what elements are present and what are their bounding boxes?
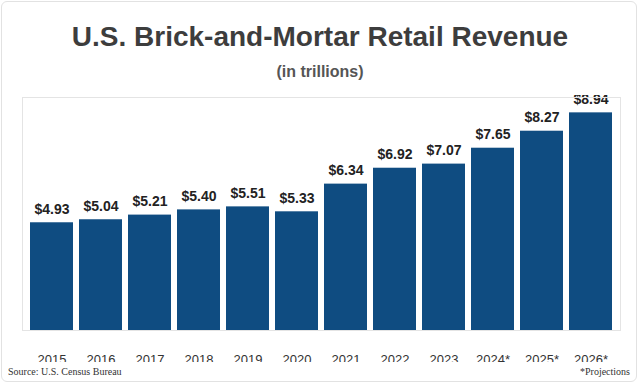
html-text:Source: U.S. Census Bureau: Source: U.S. Census Bureau [8,366,122,377]
svg-text:$6.34: $6.34 [328,162,363,178]
html-text:(in trillions): (in trillions) [276,63,364,80]
svg-text:2021: 2021 [332,352,361,362]
svg-text:2024*: 2024* [476,352,510,362]
svg-text:$7.07: $7.07 [426,142,461,158]
svg-text:2020: 2020 [283,352,312,362]
svg-text:2022: 2022 [381,352,410,362]
svg-text:$5.04: $5.04 [83,198,118,214]
html-text:U.S. Brick-and-Mortar Retail R: U.S. Brick-and-Mortar Retail Revenue [71,21,569,52]
svg-text:2019: 2019 [234,352,263,362]
svg-text:2016: 2016 [87,352,116,362]
svg-text:$5.40: $5.40 [181,188,216,204]
svg-text:$8.94: $8.94 [573,95,608,107]
svg-text:2023: 2023 [430,352,459,362]
svg-text:2026*: 2026* [574,352,608,362]
svg-text:$8.27: $8.27 [524,109,559,125]
svg-text:2015: 2015 [38,352,67,362]
svg-text:$5.21: $5.21 [132,193,167,209]
svg-text:$5.33: $5.33 [279,190,314,206]
svg-text:$6.92: $6.92 [377,146,412,162]
svg-text:$4.93: $4.93 [34,201,69,217]
svg-text:$5.51: $5.51 [230,185,265,201]
svg-text:2018: 2018 [185,352,214,362]
html-text:*Projections: *Projections [580,366,630,377]
svg-text:2017: 2017 [136,352,165,362]
svg-text:2025*: 2025* [525,352,559,362]
svg-text:$7.65: $7.65 [475,126,510,142]
